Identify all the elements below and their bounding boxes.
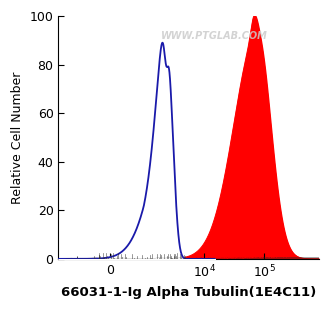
Y-axis label: Relative Cell Number: Relative Cell Number [11,71,24,204]
X-axis label: 66031-1-Ig Alpha Tubulin(1E4C11): 66031-1-Ig Alpha Tubulin(1E4C11) [61,286,316,299]
Text: WWW.PTGLAB.COM: WWW.PTGLAB.COM [161,30,268,41]
